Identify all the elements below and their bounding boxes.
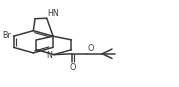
Text: O: O: [88, 44, 94, 53]
Text: HN: HN: [48, 9, 59, 18]
Text: N: N: [46, 51, 52, 60]
Text: O: O: [69, 63, 76, 72]
Text: Br: Br: [3, 31, 11, 40]
